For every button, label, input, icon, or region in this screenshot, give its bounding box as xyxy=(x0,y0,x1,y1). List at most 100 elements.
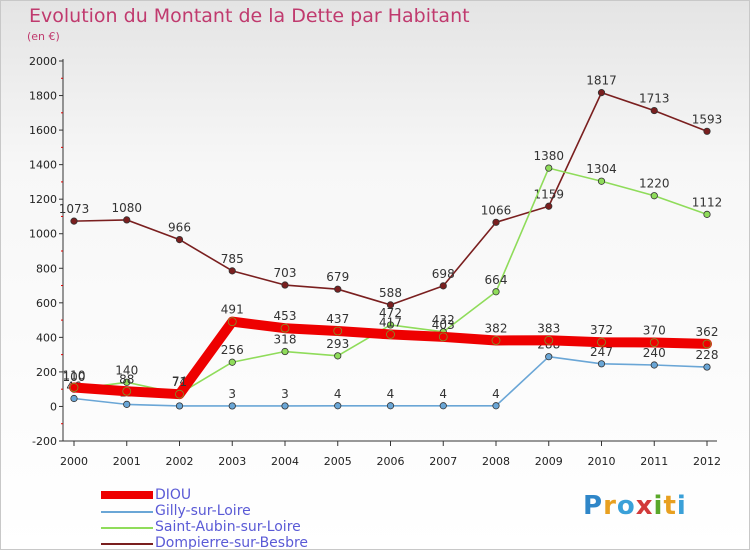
point-saint-aubin-sur-loire-2011 xyxy=(650,192,658,200)
legend-label-dompierre: Dompierre-sur-Besbre xyxy=(155,535,309,550)
data-label-saint-aubin-sur-loire-2000: 100 xyxy=(63,370,86,384)
y-tick-label-1: 0 xyxy=(50,400,57,413)
data-label-diou-2003: 491 xyxy=(221,303,244,317)
y-tick-label-9: 1600 xyxy=(29,124,57,137)
point-gilly-sur-loire-2004 xyxy=(281,402,289,410)
data-label-diou-2009: 383 xyxy=(537,321,560,335)
data-label-gilly-sur-loire-2011: 240 xyxy=(643,346,666,360)
data-label-gilly-sur-loire-2005: 4 xyxy=(334,387,342,401)
x-tick-label-2004: 2004 xyxy=(271,455,299,468)
logo-letter: i xyxy=(676,491,687,521)
legend-swatch-gilly xyxy=(101,511,153,513)
point-saint-aubin-sur-loire-2005 xyxy=(334,352,342,360)
legend-swatch-dompierre xyxy=(101,543,153,545)
data-label-dompierre-sur-besbre-2008: 1066 xyxy=(481,203,512,217)
proxiti-logo: Proxiti xyxy=(583,491,687,521)
data-label-diou-2008: 382 xyxy=(485,321,508,335)
legend-label-saint-aubin: Saint-Aubin-sur-Loire xyxy=(155,519,301,535)
point-gilly-sur-loire-2008 xyxy=(492,402,500,410)
point-dompierre-sur-besbre-2011 xyxy=(650,106,658,115)
point-diou-2003 xyxy=(227,317,237,327)
data-label-dompierre-sur-besbre-2012: 1593 xyxy=(692,112,723,126)
x-tick-label-2007: 2007 xyxy=(429,455,457,468)
point-dompierre-sur-besbre-2003 xyxy=(228,267,236,275)
x-tick-label-2011: 2011 xyxy=(640,455,668,468)
data-label-gilly-sur-loire-2012: 228 xyxy=(696,348,719,362)
data-label-diou-2004: 453 xyxy=(274,309,297,323)
data-label-gilly-sur-loire-2006: 4 xyxy=(387,387,395,401)
data-label-saint-aubin-sur-loire-2008: 664 xyxy=(485,273,508,287)
logo-letter: i xyxy=(653,491,664,521)
point-diou-2012 xyxy=(702,339,712,349)
point-dompierre-sur-besbre-2007 xyxy=(439,282,447,290)
point-gilly-sur-loire-2009 xyxy=(545,353,553,361)
point-diou-2000 xyxy=(69,383,79,392)
data-label-saint-aubin-sur-loire-2009: 1380 xyxy=(533,149,564,163)
point-saint-aubin-sur-loire-2004 xyxy=(281,347,289,356)
point-saint-aubin-sur-loire-2003 xyxy=(228,358,236,366)
point-saint-aubin-sur-loire-2010 xyxy=(597,177,606,185)
y-tick-label-6: 1000 xyxy=(29,228,57,241)
data-label-saint-aubin-sur-loire-2012: 1112 xyxy=(692,195,723,209)
data-label-saint-aubin-sur-loire-2005: 293 xyxy=(326,337,349,351)
point-dompierre-sur-besbre-2009 xyxy=(545,202,553,210)
data-label-gilly-sur-loire-2003: 3 xyxy=(228,387,236,401)
point-dompierre-sur-besbre-2004 xyxy=(281,281,289,289)
data-label-diou-2001: 88 xyxy=(119,372,134,386)
series-line-dompierre-sur-besbre xyxy=(73,91,708,306)
data-label-dompierre-sur-besbre-2002: 966 xyxy=(168,221,191,235)
point-diou-2006 xyxy=(386,330,395,339)
point-saint-aubin-sur-loire-2001 xyxy=(123,378,131,386)
point-gilly-sur-loire-2007 xyxy=(439,402,447,410)
point-dompierre-sur-besbre-2005 xyxy=(334,285,342,293)
data-label-dompierre-sur-besbre-2005: 679 xyxy=(326,270,349,284)
data-label-gilly-sur-loire-2008: 4 xyxy=(492,387,500,401)
y-tick-label-0: -200 xyxy=(32,435,57,448)
y-tick-label-10: 1800 xyxy=(29,90,57,103)
data-label-diou-2005: 437 xyxy=(326,312,349,326)
point-dompierre-sur-besbre-2006 xyxy=(386,301,395,309)
point-gilly-sur-loire-2011 xyxy=(650,361,658,369)
point-saint-aubin-sur-loire-2006 xyxy=(386,321,395,329)
point-diou-2010 xyxy=(597,337,606,347)
point-saint-aubin-sur-loire-2008 xyxy=(492,288,500,296)
data-label-dompierre-sur-besbre-2000: 1073 xyxy=(59,202,90,216)
y-tick-label-8: 1400 xyxy=(29,159,57,172)
logo-letter: x xyxy=(635,491,654,521)
x-tick-label-2002: 2002 xyxy=(166,455,194,468)
x-tick-label-2001: 2001 xyxy=(113,455,141,468)
legend-swatch-diou xyxy=(101,491,153,499)
logo-letter: t xyxy=(663,491,677,521)
x-tick-label-2005: 2005 xyxy=(324,455,352,468)
x-tick-label-2009: 2009 xyxy=(535,455,563,468)
y-tick-label-7: 1200 xyxy=(29,193,57,206)
data-label-dompierre-sur-besbre-2009: 1159 xyxy=(533,187,564,201)
data-label-saint-aubin-sur-loire-2001: 140 xyxy=(115,363,138,377)
data-label-diou-2006: 417 xyxy=(379,315,402,329)
y-tick-label-4: 600 xyxy=(36,297,57,310)
data-label-diou-2002: 71 xyxy=(172,375,187,389)
data-label-saint-aubin-sur-loire-2010: 1304 xyxy=(586,162,617,176)
y-tick-label-11: 2000 xyxy=(29,55,57,68)
point-diou-2005 xyxy=(333,326,343,336)
point-dompierre-sur-besbre-2000 xyxy=(70,217,78,225)
chart-subtitle: (en €) xyxy=(27,30,60,43)
x-tick-label-2003: 2003 xyxy=(218,455,246,468)
point-gilly-sur-loire-2006 xyxy=(386,402,395,410)
data-label-gilly-sur-loire-2004: 3 xyxy=(281,387,289,401)
legend-label-diou: DIOU xyxy=(155,487,192,503)
point-diou-2009 xyxy=(544,335,554,345)
legend-label-gilly: Gilly-sur-Loire xyxy=(155,503,251,519)
x-tick-label-2008: 2008 xyxy=(482,455,510,468)
point-dompierre-sur-besbre-2010 xyxy=(597,89,606,97)
y-tick-label-3: 400 xyxy=(36,331,57,344)
point-dompierre-sur-besbre-2008 xyxy=(492,218,500,226)
point-gilly-sur-loire-2002 xyxy=(175,402,184,410)
y-tick-label-2: 200 xyxy=(36,366,57,379)
y-tick-label-5: 800 xyxy=(36,262,57,275)
data-label-dompierre-sur-besbre-2003: 785 xyxy=(221,252,244,266)
data-label-saint-aubin-sur-loire-2003: 256 xyxy=(221,343,244,357)
data-label-dompierre-sur-besbre-2007: 698 xyxy=(432,267,455,281)
point-gilly-sur-loire-2010 xyxy=(597,360,606,368)
